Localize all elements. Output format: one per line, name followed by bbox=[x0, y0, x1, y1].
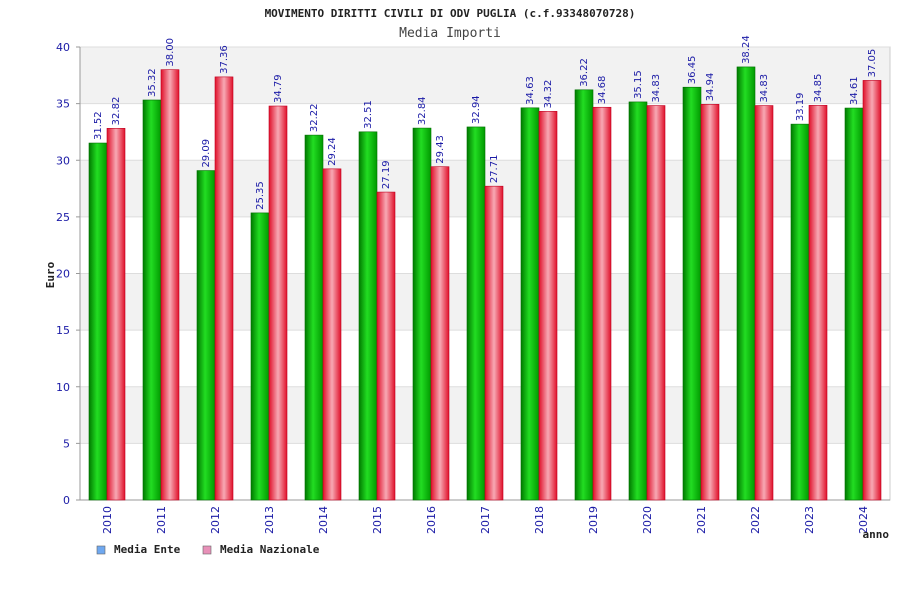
value-label: 25.35 bbox=[255, 181, 266, 210]
bar-media-nazionale bbox=[754, 105, 774, 501]
value-label: 31.52 bbox=[93, 111, 104, 140]
x-tick-label: 2023 bbox=[803, 506, 816, 534]
x-tick-label: 2015 bbox=[371, 506, 384, 534]
y-axis-label: Euro bbox=[44, 261, 57, 288]
bar-media-ente bbox=[574, 89, 594, 501]
value-label: 34.85 bbox=[813, 74, 824, 103]
legend-swatch-media-nazionale bbox=[202, 545, 212, 555]
value-label: 29.09 bbox=[201, 139, 212, 168]
value-label: 36.22 bbox=[579, 58, 590, 87]
value-label: 34.94 bbox=[705, 73, 716, 102]
x-tick-label: 2022 bbox=[749, 506, 762, 534]
bar-media-ente bbox=[196, 170, 216, 501]
value-label: 37.05 bbox=[867, 49, 878, 78]
legend-swatch-media-ente bbox=[96, 545, 106, 555]
bar-media-ente bbox=[412, 127, 432, 501]
bars bbox=[88, 66, 882, 501]
legend: Media Ente Media Nazionale bbox=[96, 543, 320, 556]
value-label: 32.22 bbox=[309, 103, 320, 132]
bar-media-nazionale bbox=[538, 111, 558, 501]
bar-media-nazionale bbox=[808, 105, 828, 501]
bar-media-nazionale bbox=[592, 106, 612, 501]
y-tick-label: 10 bbox=[56, 381, 70, 394]
chart-subtitle: Media Importi bbox=[399, 26, 501, 41]
value-label: 27.71 bbox=[489, 155, 500, 184]
value-label: 37.36 bbox=[219, 45, 230, 74]
x-tick-label: 2013 bbox=[263, 506, 276, 534]
bar-media-nazionale bbox=[484, 185, 504, 501]
value-labels: 31.52 32.82 35.32 38.00 29.09 37.36 25.35 34.79… bbox=[93, 35, 878, 210]
value-label: 34.83 bbox=[759, 74, 770, 103]
x-tick-label: 2024 bbox=[857, 506, 870, 534]
x-tick-label: 2017 bbox=[479, 506, 492, 534]
bar-media-nazionale bbox=[214, 76, 234, 501]
y-tick-label: 20 bbox=[56, 268, 70, 281]
bar-media-nazionale bbox=[106, 128, 126, 501]
x-tick-label: 2019 bbox=[587, 506, 600, 534]
bar-media-ente bbox=[142, 99, 162, 501]
y-tick-label: 15 bbox=[56, 324, 70, 337]
bar-media-nazionale bbox=[700, 104, 720, 501]
value-label: 33.19 bbox=[795, 92, 806, 121]
bar-media-nazionale bbox=[322, 168, 342, 501]
bar-media-ente bbox=[250, 212, 270, 501]
y-tick-label: 40 bbox=[56, 41, 70, 54]
value-label: 34.63 bbox=[525, 76, 536, 105]
y-tick-label: 25 bbox=[56, 211, 70, 224]
x-axis-ticks: 2010 2011 2012 2013 2014 2015 2016 2017 2018 2019… bbox=[101, 506, 870, 534]
legend-label-media-nazionale: Media Nazionale bbox=[220, 543, 320, 556]
value-label: 38.24 bbox=[741, 35, 752, 64]
x-tick-label: 2011 bbox=[155, 506, 168, 534]
value-label: 34.83 bbox=[651, 74, 662, 103]
bar-media-ente bbox=[466, 126, 486, 501]
x-tick-label: 2010 bbox=[101, 506, 114, 534]
x-tick-label: 2021 bbox=[695, 506, 708, 534]
bar-media-nazionale bbox=[430, 166, 450, 501]
x-axis-label: anno bbox=[863, 528, 890, 541]
bar-media-ente bbox=[790, 123, 810, 501]
y-tick-label: 5 bbox=[63, 437, 70, 450]
bar-media-ente bbox=[88, 142, 108, 501]
value-label: 29.24 bbox=[327, 137, 338, 166]
bar-media-nazionale bbox=[376, 191, 396, 501]
value-label: 32.51 bbox=[363, 100, 374, 129]
value-label: 29.43 bbox=[435, 135, 446, 164]
value-label: 36.45 bbox=[687, 56, 698, 85]
value-label: 34.32 bbox=[543, 80, 554, 109]
value-label: 27.19 bbox=[381, 160, 392, 189]
y-tick-label: 35 bbox=[56, 98, 70, 111]
bar-media-ente bbox=[520, 107, 540, 501]
value-label: 34.61 bbox=[849, 76, 860, 105]
value-label: 35.32 bbox=[147, 68, 158, 97]
chart-title: MOVIMENTO DIRITTI CIVILI DI ODV PUGLIA (… bbox=[265, 7, 636, 20]
bar-media-nazionale bbox=[268, 105, 288, 501]
x-tick-label: 2016 bbox=[425, 506, 438, 534]
bar-media-nazionale bbox=[160, 69, 180, 501]
bar-media-ente bbox=[736, 66, 756, 501]
bar-media-nazionale bbox=[862, 80, 882, 501]
value-label: 38.00 bbox=[165, 38, 176, 67]
value-label: 35.15 bbox=[633, 70, 644, 99]
value-label: 32.94 bbox=[471, 95, 482, 124]
y-tick-label: 0 bbox=[63, 494, 70, 507]
bar-media-ente bbox=[682, 86, 702, 501]
value-label: 32.84 bbox=[417, 96, 428, 125]
x-tick-label: 2014 bbox=[317, 506, 330, 534]
value-label: 34.68 bbox=[597, 76, 608, 105]
y-tick-label: 30 bbox=[56, 154, 70, 167]
legend-label-media-ente: Media Ente bbox=[114, 543, 181, 556]
bar-media-ente bbox=[628, 101, 648, 501]
bar-media-ente bbox=[358, 131, 378, 501]
bar-media-ente bbox=[304, 134, 324, 501]
value-label: 34.79 bbox=[273, 74, 284, 103]
x-tick-label: 2012 bbox=[209, 506, 222, 534]
value-label: 32.82 bbox=[111, 97, 122, 126]
bar-media-nazionale bbox=[646, 105, 666, 501]
bar-media-ente bbox=[844, 107, 864, 501]
x-tick-label: 2020 bbox=[641, 506, 654, 534]
x-tick-label: 2018 bbox=[533, 506, 546, 534]
